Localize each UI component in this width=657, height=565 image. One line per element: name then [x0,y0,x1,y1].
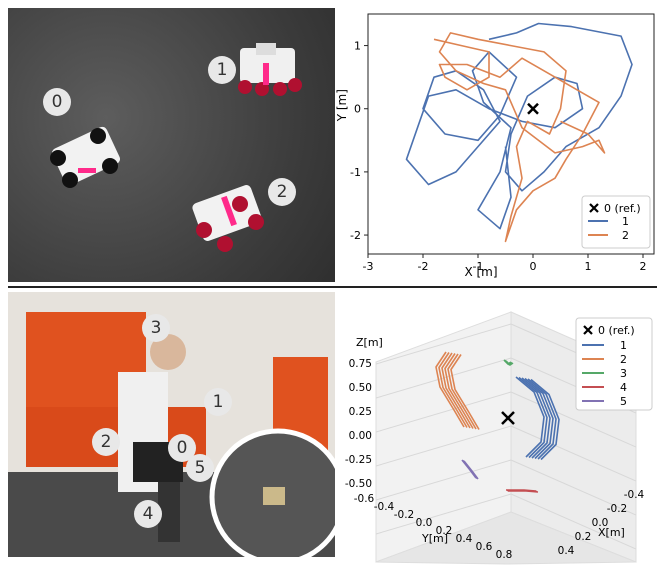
y-tick-label: 0.0 [416,517,433,529]
grid-line [510,425,637,482]
x-tick-label: 2 [640,260,647,273]
series-4-line [508,490,539,493]
legend-label-5: 5 [620,395,627,408]
truck-1 [238,43,302,96]
x-tick-label: -1 [473,260,484,273]
series-2-line [433,32,606,243]
y-tick-label: 0.6 [476,541,493,553]
x-tick-label: -3 [363,260,374,273]
y-tick-label: -0.2 [394,509,415,521]
x-tick-label: -0.4 [624,489,645,501]
y-tick-label: 0 [354,103,361,116]
x-axis-label: X[m] [598,526,625,539]
series-2-line [438,352,468,428]
legend-label-4: 4 [620,381,627,394]
z-tick-label: 0.25 [349,406,372,418]
z-axis-label: Z[m] [356,336,383,349]
series-2-line [447,353,477,430]
series-1-line [515,376,545,458]
x-tick-label: 1 [585,260,592,273]
trucks-illustration [50,43,302,252]
trajectory-chart-3d: 0.750.500.250.00-0.25-0.50-0.6-0.4-0.20.… [345,311,653,565]
legend-ref-marker [589,203,599,213]
series-2-line [450,354,480,430]
y-tick-label: 1 [354,40,361,53]
legend-ref-label: 0 (ref.) [598,324,635,337]
y-tick-label: 0.4 [456,533,473,545]
label-2: 2 [92,428,120,456]
trajectory-chart-2d: -3 -2 -1 0 1 210-1-2 X [m] Y [m] 0 (ref.)12 [336,13,655,279]
x-tick-label: -0.2 [607,503,628,515]
legend-label-1: 1 [622,215,629,228]
label-1: 1 [204,388,232,416]
series-2-line [435,351,465,428]
grid-line [375,391,512,433]
x-tick-label: 0.0 [592,517,609,529]
legend-label-1: 1 [620,339,627,352]
y-tick-label: -1 [350,166,361,179]
reference-marker [501,411,515,425]
truck-0 [50,126,120,188]
x-tick-label: 0 [530,260,537,273]
legend-label-2: 2 [620,353,627,366]
truck-2 [192,185,264,252]
series-1-line [527,378,557,460]
label-5: 5 [186,454,214,482]
y-tick-label: -2 [350,229,361,242]
y-tick-label: 0.2 [436,525,453,537]
label-1: 1 [208,56,236,84]
photo-person: 0 1 2 3 4 5 [8,292,335,557]
series-2-line [441,352,471,429]
panel-divider [8,286,657,288]
grid-line [510,493,637,550]
y-tick-label: -0.6 [354,493,375,505]
z-tick-label: -0.25 [345,454,372,466]
series-1-line [521,377,551,459]
z-tick-label: 0.75 [349,358,372,370]
label-2: 2 [268,178,296,206]
series-3-line [505,360,514,366]
legend-label-2: 2 [622,229,629,242]
pane-floor [375,511,637,565]
y-tick-label: -0.4 [374,501,395,513]
legend-label-3: 3 [620,367,627,380]
x-tick-label: 0.4 [558,545,575,557]
x-axis-label: X [m] [464,265,497,279]
y-tick-label: 0.8 [496,549,513,561]
y-axis-label: Y[m] [421,532,448,545]
grid-line [375,425,512,467]
grid-line [375,493,512,535]
grid-line [510,391,637,448]
plot-area [367,13,655,255]
grid-line [375,323,512,365]
z-tick-label: -0.50 [345,478,372,490]
photo-trucks: 0 1 2 [8,8,335,282]
label-3: 3 [142,314,170,342]
y-axis-label: Y [m] [336,89,349,122]
series-1-line [518,376,548,459]
label-4: 4 [134,500,162,528]
x-tick-label: 0.2 [575,531,592,543]
label-0: 0 [43,88,71,116]
reference-marker [527,102,539,115]
series-2-line [444,353,474,429]
series-1-line [524,377,554,460]
legend-ref-label: 0 (ref.) [604,202,641,215]
series-5-line [463,460,479,480]
grid-line [510,459,637,516]
person-illustration [8,292,335,557]
z-tick-label: 0.00 [349,430,372,442]
series-1-line [530,378,560,461]
x-tick-label: -2 [418,260,429,273]
legend-ref-marker [583,325,593,335]
grid-line [375,459,512,501]
z-tick-label: 0.50 [349,382,372,394]
